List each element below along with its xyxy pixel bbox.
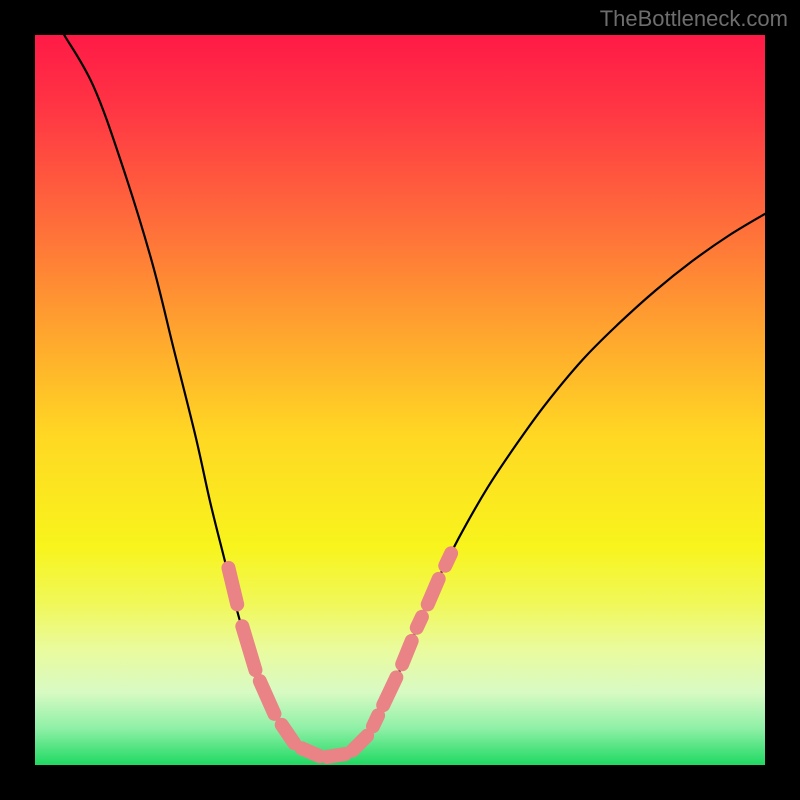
marker-segment xyxy=(301,748,319,756)
marker-segment xyxy=(228,568,237,605)
marker-segment xyxy=(373,715,378,726)
chart-svg xyxy=(35,35,765,765)
marker-segment xyxy=(445,553,451,565)
marker-segment xyxy=(417,617,422,628)
watermark-text: TheBottleneck.com xyxy=(600,6,788,32)
marker-segment xyxy=(327,754,345,757)
marker-segment xyxy=(402,641,411,664)
plot-area xyxy=(35,35,765,765)
